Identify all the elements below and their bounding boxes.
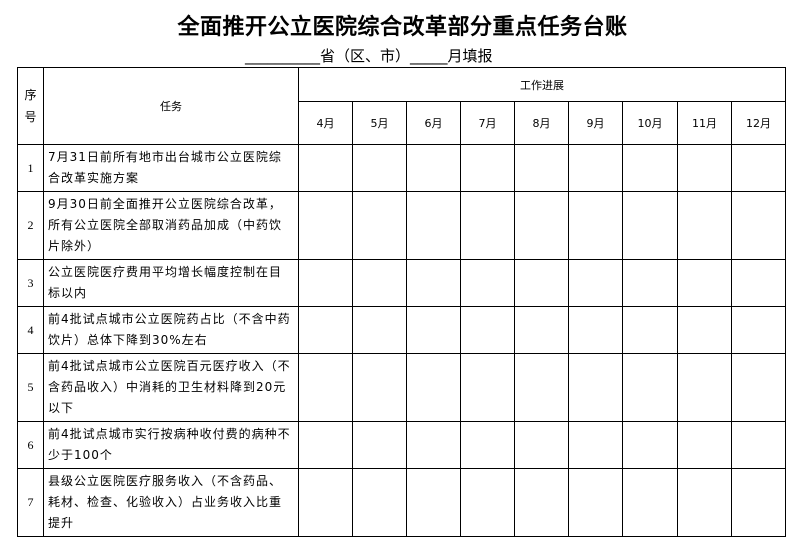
- progress-cell[interactable]: [568, 259, 623, 307]
- progress-cell[interactable]: [460, 144, 515, 192]
- progress-cell[interactable]: [352, 259, 407, 307]
- header-month: 8月: [514, 101, 569, 145]
- progress-cell[interactable]: [677, 191, 732, 260]
- progress-cell[interactable]: [460, 468, 515, 537]
- task-ledger-table: 序号 任务 工作进展 4月 5月 6月 7月 8月 9月 10月 11月 12月 1 7月31日前…: [17, 67, 786, 537]
- progress-cell[interactable]: [298, 144, 353, 192]
- header-task: 任务: [43, 67, 299, 145]
- progress-cell[interactable]: [514, 306, 569, 354]
- row-seq: 3: [17, 259, 44, 307]
- progress-cell[interactable]: [677, 306, 732, 354]
- progress-cell[interactable]: [514, 421, 569, 469]
- progress-cell[interactable]: [352, 191, 407, 260]
- header-month: 7月: [460, 101, 515, 145]
- progress-cell[interactable]: [568, 191, 623, 260]
- header-month: 6月: [406, 101, 461, 145]
- row-seq: 7: [17, 468, 44, 537]
- progress-cell[interactable]: [731, 259, 786, 307]
- header-seq: 序号: [17, 67, 44, 145]
- progress-cell[interactable]: [731, 306, 786, 354]
- header-month: 10月: [622, 101, 678, 145]
- header-month: 11月: [677, 101, 732, 145]
- progress-cell[interactable]: [568, 421, 623, 469]
- progress-cell[interactable]: [406, 259, 461, 307]
- header-month: 12月: [731, 101, 786, 145]
- progress-cell[interactable]: [460, 259, 515, 307]
- document-subtitle: __________省（区、市）_____月填报: [245, 47, 493, 65]
- progress-cell[interactable]: [460, 421, 515, 469]
- progress-cell[interactable]: [352, 306, 407, 354]
- header-month: 5月: [352, 101, 407, 145]
- progress-cell[interactable]: [298, 421, 353, 469]
- table-row: 3 公立医院医疗费用平均增长幅度控制在目标以内: [17, 259, 786, 307]
- progress-cell[interactable]: [622, 259, 678, 307]
- row-task: 9月30日前全面推开公立医院综合改革，所有公立医院全部取消药品加成（中药饮片除外…: [43, 191, 299, 260]
- table-row: 5 前4批试点城市公立医院百元医疗收入（不含药品收入）中消耗的卫生材料降到20元以…: [17, 353, 786, 422]
- progress-cell[interactable]: [677, 144, 732, 192]
- row-seq: 5: [17, 353, 44, 422]
- progress-cell[interactable]: [406, 468, 461, 537]
- row-seq: 4: [17, 306, 44, 354]
- progress-cell[interactable]: [298, 191, 353, 260]
- progress-cell[interactable]: [731, 468, 786, 537]
- progress-cell[interactable]: [514, 144, 569, 192]
- progress-cell[interactable]: [352, 421, 407, 469]
- table-row: 7 县级公立医院医疗服务收入（不含药品、耗材、检查、化验收入）占业务收入比重提升: [17, 468, 786, 537]
- table-row: 1 7月31日前所有地市出台城市公立医院综合改革实施方案: [17, 144, 786, 192]
- progress-cell[interactable]: [460, 191, 515, 260]
- header-month: 9月: [568, 101, 623, 145]
- header-month: 4月: [298, 101, 353, 145]
- progress-cell[interactable]: [622, 353, 678, 422]
- progress-cell[interactable]: [677, 259, 732, 307]
- progress-cell[interactable]: [731, 353, 786, 422]
- progress-cell[interactable]: [677, 353, 732, 422]
- table-row: 2 9月30日前全面推开公立医院综合改革，所有公立医院全部取消药品加成（中药饮片除…: [17, 191, 786, 260]
- row-task: 前4批试点城市公立医院药占比（不含中药饮片）总体下降到30%左右: [43, 306, 299, 354]
- progress-cell[interactable]: [514, 468, 569, 537]
- row-task: 7月31日前所有地市出台城市公立医院综合改革实施方案: [43, 144, 299, 192]
- progress-cell[interactable]: [622, 306, 678, 354]
- header-progress: 工作进展: [298, 67, 786, 102]
- progress-cell[interactable]: [622, 191, 678, 260]
- progress-cell[interactable]: [731, 144, 786, 192]
- row-seq: 6: [17, 421, 44, 469]
- progress-cell[interactable]: [406, 306, 461, 354]
- progress-cell[interactable]: [460, 306, 515, 354]
- progress-cell[interactable]: [568, 468, 623, 537]
- progress-cell[interactable]: [406, 421, 461, 469]
- progress-cell[interactable]: [352, 468, 407, 537]
- progress-cell[interactable]: [568, 144, 623, 192]
- progress-cell[interactable]: [406, 144, 461, 192]
- progress-cell[interactable]: [568, 353, 623, 422]
- progress-cell[interactable]: [352, 353, 407, 422]
- progress-cell[interactable]: [677, 421, 732, 469]
- progress-cell[interactable]: [622, 421, 678, 469]
- progress-cell[interactable]: [460, 353, 515, 422]
- progress-cell[interactable]: [298, 468, 353, 537]
- progress-cell[interactable]: [298, 353, 353, 422]
- progress-cell[interactable]: [622, 468, 678, 537]
- progress-cell[interactable]: [731, 191, 786, 260]
- progress-cell[interactable]: [298, 259, 353, 307]
- row-task: 前4批试点城市实行按病种收付费的病种不少于100个: [43, 421, 299, 469]
- progress-cell[interactable]: [514, 191, 569, 260]
- progress-cell[interactable]: [568, 306, 623, 354]
- table-row: 4 前4批试点城市公立医院药占比（不含中药饮片）总体下降到30%左右: [17, 306, 786, 354]
- document-title: 全面推开公立医院综合改革部分重点任务台账: [177, 15, 628, 40]
- progress-cell[interactable]: [298, 306, 353, 354]
- progress-cell[interactable]: [406, 191, 461, 260]
- row-task: 公立医院医疗费用平均增长幅度控制在目标以内: [43, 259, 299, 307]
- progress-cell[interactable]: [622, 144, 678, 192]
- table-row: 6 前4批试点城市实行按病种收付费的病种不少于100个: [17, 421, 786, 469]
- progress-cell[interactable]: [514, 353, 569, 422]
- progress-cell[interactable]: [677, 468, 732, 537]
- progress-cell[interactable]: [731, 421, 786, 469]
- row-seq: 2: [17, 191, 44, 260]
- row-seq: 1: [17, 144, 44, 192]
- progress-cell[interactable]: [406, 353, 461, 422]
- progress-cell[interactable]: [514, 259, 569, 307]
- progress-cell[interactable]: [352, 144, 407, 192]
- row-task: 前4批试点城市公立医院百元医疗收入（不含药品收入）中消耗的卫生材料降到20元以下: [43, 353, 299, 422]
- row-task: 县级公立医院医疗服务收入（不含药品、耗材、检查、化验收入）占业务收入比重提升: [43, 468, 299, 537]
